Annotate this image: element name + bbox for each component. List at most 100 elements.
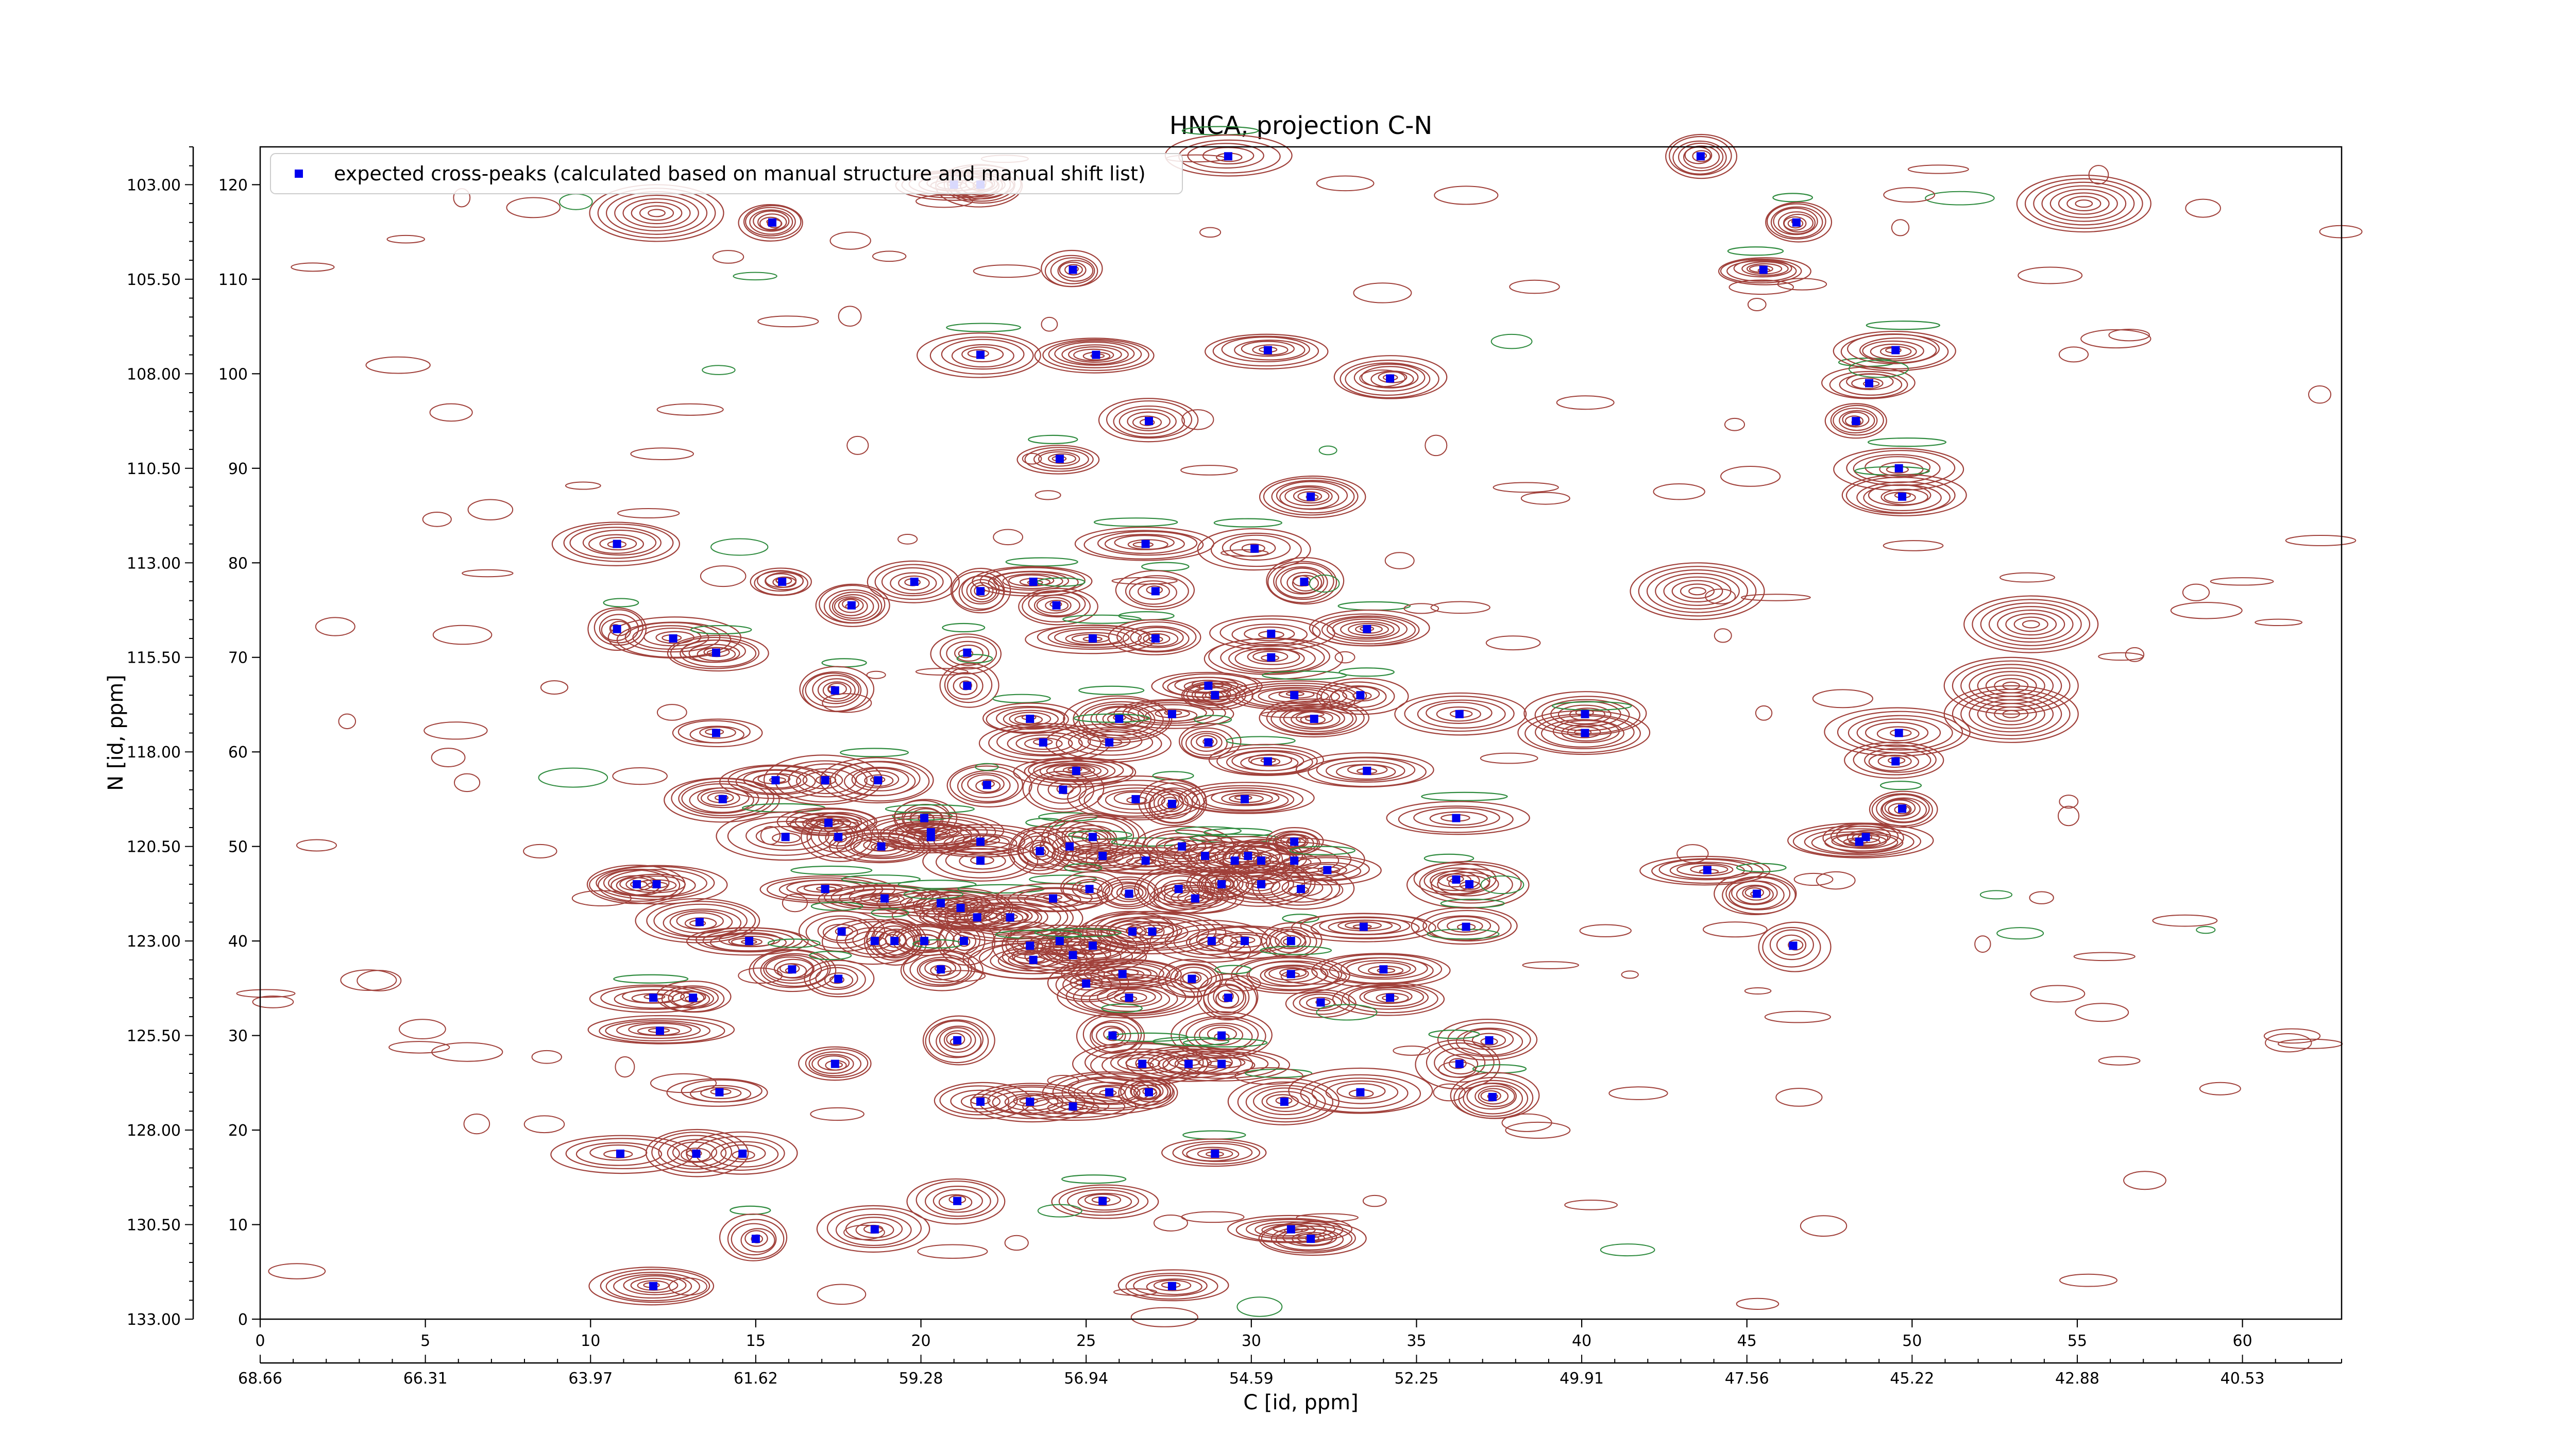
peak-contour xyxy=(702,930,795,952)
noise-contour xyxy=(2255,618,2303,627)
noise-contour xyxy=(2029,891,2054,904)
peak-contour xyxy=(575,1142,663,1166)
peak-contour xyxy=(1073,348,1114,362)
cross-peak-marker xyxy=(1069,1102,1077,1111)
peak-contour xyxy=(939,1027,976,1053)
peak-contour xyxy=(653,903,748,938)
peak-contour xyxy=(1190,733,1223,752)
peak-contour xyxy=(744,1230,768,1247)
cross-peak-marker xyxy=(1455,710,1464,718)
peak-contour xyxy=(631,201,683,225)
noise-contour xyxy=(1740,594,1811,601)
peak-contour xyxy=(1197,973,1259,1021)
peak-contour xyxy=(1853,744,1937,776)
peak-contour xyxy=(569,527,662,559)
cross-peak-marker xyxy=(633,880,641,888)
x-index-axis: 0 5 10 15 20 25 30 35 40 45 50 55 60 xyxy=(255,1319,2252,1350)
peak-contour xyxy=(2016,174,2151,233)
noise-contour xyxy=(1111,577,1178,585)
negative-contour xyxy=(1141,562,1190,571)
negative-contour xyxy=(1034,928,1122,938)
noise-contour xyxy=(2073,952,2136,962)
cross-peak-marker xyxy=(1297,885,1305,894)
x-index-tick-label: 20 xyxy=(911,1332,930,1350)
peak-contour xyxy=(1972,599,2091,650)
peak-contour xyxy=(798,910,886,952)
cross-peak-marker xyxy=(1316,998,1325,1007)
cross-peak-marker xyxy=(1036,847,1044,855)
noise-contour xyxy=(2108,328,2150,342)
cross-peak-marker xyxy=(1891,346,1900,355)
cross-peak-marker xyxy=(1204,738,1213,747)
cross-peak-marker xyxy=(920,814,928,822)
peak-contour xyxy=(1335,764,1396,780)
peak-contour xyxy=(622,198,691,228)
noise-contour xyxy=(1309,575,1340,593)
peak-contour xyxy=(1045,948,1095,962)
noise-contour xyxy=(1600,1243,1655,1257)
noise-contour xyxy=(1316,1004,1378,1021)
y-ppm-tick-label: 110.50 xyxy=(127,460,181,478)
cross-peak-marker xyxy=(963,648,972,657)
peak-contour xyxy=(1211,878,1234,890)
cross-peak-marker xyxy=(788,965,796,974)
cross-peak-marker xyxy=(1131,795,1140,803)
negative-contour xyxy=(1213,518,1282,528)
peak-contour xyxy=(1204,637,1344,680)
cross-peak-marker xyxy=(821,776,829,785)
cross-peak-marker xyxy=(616,1149,624,1158)
peak-contour xyxy=(1015,734,1073,753)
peak-contour xyxy=(1288,1067,1433,1114)
peak-contour xyxy=(950,1089,1010,1113)
x-ppm-tick-label: 59.28 xyxy=(899,1370,943,1388)
peak-contour xyxy=(1877,754,1912,768)
peak-contour xyxy=(1788,939,1804,951)
peak-contour xyxy=(1833,447,1964,491)
peak-contour xyxy=(1248,961,1329,987)
peak-contour xyxy=(826,1208,922,1249)
cross-peak-marker xyxy=(963,681,972,690)
cross-peak-marker xyxy=(1118,970,1127,979)
peak-contour xyxy=(1840,333,1949,369)
peak-contour xyxy=(639,205,674,221)
peak-contour xyxy=(1106,917,1200,945)
cross-peak-marker xyxy=(1052,601,1061,610)
peak-contour xyxy=(1077,1192,1132,1211)
peak-contour xyxy=(1104,534,1185,554)
noise-contour xyxy=(712,250,744,264)
negative-contour xyxy=(1289,846,1356,855)
cross-peak-marker xyxy=(821,885,829,894)
peak-contour xyxy=(1252,651,1289,663)
noise-contour xyxy=(340,969,397,991)
peak-contour xyxy=(1332,618,1400,640)
peak-contour xyxy=(1047,627,1142,648)
cross-peak-marker xyxy=(1359,922,1368,931)
peak-contour xyxy=(1073,980,1187,1015)
noise-contour xyxy=(1608,1086,1668,1100)
noise-contour xyxy=(1520,492,1570,505)
cross-peak-marker xyxy=(1581,710,1589,718)
negative-contour xyxy=(1061,1174,1127,1184)
cross-peak-marker xyxy=(1211,691,1219,700)
peak-contour xyxy=(1087,734,1131,749)
x-ppm-tick-label: 63.97 xyxy=(568,1370,613,1388)
noise-contour xyxy=(1621,970,1639,979)
noise-contour xyxy=(1764,1010,1831,1023)
peak-contour xyxy=(1665,133,1738,179)
cross-peak-marker xyxy=(649,1282,658,1290)
peak-contour xyxy=(1245,1219,1336,1240)
cross-peak-marker xyxy=(745,937,754,946)
peak-contour xyxy=(1125,1273,1218,1300)
noise-contour xyxy=(615,1056,635,1078)
cross-peak-marker xyxy=(847,601,856,610)
peak-contour xyxy=(1557,704,1612,724)
negative-contour xyxy=(1101,1003,1143,1013)
noise-contour xyxy=(2152,914,2218,927)
cross-peak-marker xyxy=(1207,937,1216,946)
peak-contour xyxy=(1031,1097,1110,1115)
x-index-tick-label: 10 xyxy=(581,1332,600,1350)
peak-contour xyxy=(1869,790,1938,828)
peak-contour xyxy=(1048,340,1142,368)
peak-contour xyxy=(1238,876,1281,895)
noise-contour xyxy=(1848,360,1909,378)
